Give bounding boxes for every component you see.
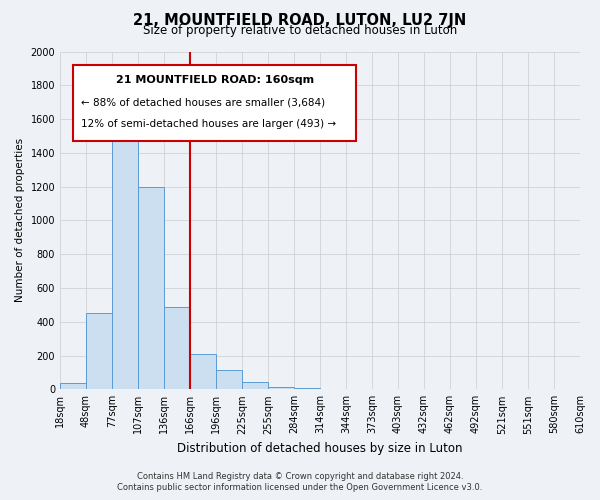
Bar	[294, 388, 320, 390]
Bar	[242, 382, 268, 390]
Text: Contains HM Land Registry data © Crown copyright and database right 2024.
Contai: Contains HM Land Registry data © Crown c…	[118, 472, 482, 492]
Bar	[190, 354, 216, 390]
Text: 21, MOUNTFIELD ROAD, LUTON, LU2 7JN: 21, MOUNTFIELD ROAD, LUTON, LU2 7JN	[133, 12, 467, 28]
Bar	[164, 306, 190, 390]
Bar	[216, 370, 242, 390]
X-axis label: Distribution of detached houses by size in Luton: Distribution of detached houses by size …	[177, 442, 463, 455]
Text: ← 88% of detached houses are smaller (3,684): ← 88% of detached houses are smaller (3,…	[81, 97, 325, 107]
Text: Size of property relative to detached houses in Luton: Size of property relative to detached ho…	[143, 24, 457, 37]
Bar	[60, 384, 86, 390]
Bar	[138, 186, 164, 390]
FancyBboxPatch shape	[73, 65, 356, 141]
Bar	[112, 119, 138, 390]
Bar	[86, 314, 112, 390]
Bar	[268, 387, 294, 390]
Text: 21 MOUNTFIELD ROAD: 160sqm: 21 MOUNTFIELD ROAD: 160sqm	[116, 75, 314, 85]
Y-axis label: Number of detached properties: Number of detached properties	[15, 138, 25, 302]
Text: 12% of semi-detached houses are larger (493) →: 12% of semi-detached houses are larger (…	[81, 119, 336, 129]
